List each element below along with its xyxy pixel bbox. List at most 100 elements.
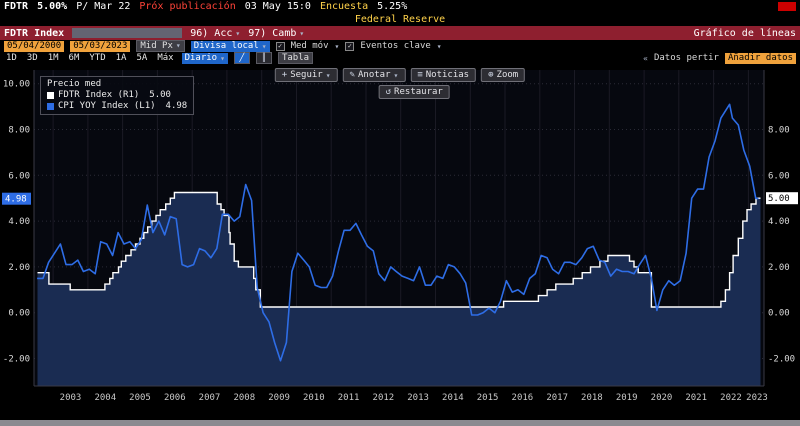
svg-text:2020: 2020 (651, 393, 673, 403)
svg-text:2009: 2009 (268, 393, 290, 403)
ticker-index: FDTR Index (4, 27, 65, 39)
noticias-button[interactable]: ≡ Noticias (410, 68, 477, 82)
range-1d[interactable]: 1D (6, 53, 17, 63)
chevron-down-icon: ▾ (299, 28, 305, 38)
svg-text:2011: 2011 (338, 393, 360, 403)
svg-text:2010: 2010 (303, 393, 325, 403)
legend-cpi-value: 4.98 (165, 101, 188, 111)
chevron-down-icon: ▾ (220, 53, 225, 63)
svg-text:4.00: 4.00 (768, 217, 790, 227)
anotar-button[interactable]: ✎ Anotar ▾ (342, 68, 406, 82)
function-bar: FDTR Index 96) Acc ▾ 97) Camb ▾ Gráfico … (0, 26, 800, 40)
legend-item-fdtr[interactable]: FDTR Index (R1) 5.00 (47, 90, 187, 101)
change-menu-label: 97) Camb (248, 27, 297, 39)
restaurar-button[interactable]: ↺ Restaurar (378, 85, 450, 99)
candle-chart-icon-button[interactable]: ║ (255, 52, 272, 64)
svg-text:2012: 2012 (373, 393, 395, 403)
frequency-dropdown[interactable]: Diario ▾ (181, 52, 228, 64)
chart-legend: Precio med FDTR Index (R1) 5.00 CPI YOY … (40, 76, 195, 115)
restaurar-label: Restaurar (394, 87, 443, 97)
svg-text:2007: 2007 (199, 393, 221, 403)
anotar-label: Anotar (357, 70, 391, 80)
zoom-button[interactable]: ⊕ Zoom (481, 68, 526, 82)
line-chart-icon-button[interactable]: ╱ (233, 52, 250, 64)
price-chart[interactable]: 10.00 8.00 6.00 4.00 2.00 0.00 -2.00 8.00 6.00 4.… (0, 64, 800, 426)
mov-avg-checkbox[interactable]: ✓ (275, 41, 285, 51)
alert-badge[interactable] (778, 2, 796, 11)
chevron-down-icon: ▾ (261, 41, 267, 51)
price-date: P/ Mar 22 (76, 1, 131, 12)
svg-text:-2.00: -2.00 (768, 355, 795, 365)
currency-dropdown[interactable]: Divisa local ▾ (190, 40, 270, 52)
mov-avg-label: Med móv (290, 41, 329, 51)
zoom-label: Zoom (496, 70, 519, 80)
chevron-down-icon: ▾ (334, 41, 340, 51)
security-name: Federal Reserve (354, 14, 446, 25)
chevron-down-icon: ▾ (436, 41, 442, 51)
legend-cpi-label: CPI YOY Index (L1) (58, 101, 156, 111)
legend-title: Precio med (47, 79, 102, 89)
svg-text:-2.00: -2.00 (3, 355, 30, 365)
ticker: FDTR (4, 1, 29, 12)
range-6m[interactable]: 6M (68, 53, 80, 63)
search-box[interactable] (72, 28, 183, 38)
data-pertir-label[interactable]: Datos pertir (653, 53, 719, 63)
svg-text:2023: 2023 (746, 393, 768, 403)
range-ytd[interactable]: YTD (89, 53, 106, 63)
svg-text:2003: 2003 (60, 393, 82, 403)
svg-text:2018: 2018 (581, 393, 603, 403)
actions-menu[interactable]: 96) Acc ▾ (190, 28, 240, 39)
candle-chart-icon: ║ (261, 53, 267, 62)
svg-text:10.00: 10.00 (3, 80, 30, 90)
svg-text:2004: 2004 (94, 393, 116, 403)
last-price: 5.00% (37, 1, 68, 12)
seguir-label: Seguir (290, 70, 323, 80)
date-from-field[interactable]: 05/04/2000 (4, 40, 65, 52)
range-3d[interactable]: 3D (26, 53, 38, 63)
add-data-button[interactable]: Añadir datos (724, 52, 796, 64)
chevrons-icon: « (643, 53, 648, 63)
noticias-label: Noticias (425, 70, 470, 80)
svg-text:4.98: 4.98 (5, 195, 27, 205)
cpi-swatch-icon (47, 103, 54, 110)
date-to-field[interactable]: 05/03/2023 (70, 40, 131, 52)
screen-title: Gráfico de líneas (693, 27, 796, 39)
actions-menu-label: 96) Acc (190, 27, 233, 39)
survey-label: Encuesta (319, 1, 369, 12)
restore-icon: ↺ (385, 87, 392, 97)
chevron-down-icon: ▾ (325, 70, 331, 80)
svg-text:2021: 2021 (685, 393, 707, 403)
change-menu[interactable]: 97) Camb ▾ (248, 28, 304, 39)
svg-text:8.00: 8.00 (768, 126, 790, 136)
svg-text:8.00: 8.00 (8, 126, 30, 136)
price-option-dropdown[interactable]: Mid Px ▾ (136, 40, 185, 52)
svg-text:5.00: 5.00 (768, 194, 790, 204)
range-1a[interactable]: 1A (115, 53, 127, 63)
key-events-label: Eventos clave (360, 41, 431, 51)
svg-text:6.00: 6.00 (8, 171, 30, 181)
range-max[interactable]: Máx (157, 53, 174, 63)
range-5a[interactable]: 5A (136, 53, 148, 63)
table-button-label: Tabla (281, 53, 310, 63)
zoom-icon: ⊕ (488, 70, 494, 80)
table-button[interactable]: Tabla (277, 52, 314, 64)
svg-text:2013: 2013 (407, 393, 429, 403)
price-option-label: Mid Px (140, 41, 173, 51)
svg-text:2016: 2016 (512, 393, 534, 403)
svg-text:6.00: 6.00 (768, 171, 790, 181)
legend-item-cpi[interactable]: CPI YOY Index (L1) 4.98 (47, 101, 187, 112)
period-toolbar: 1D 3D 1M 6M YTD 1A 5A Máx Diario ▾ ╱ ║ T… (0, 52, 800, 64)
svg-text:0.00: 0.00 (8, 309, 30, 319)
key-events-checkbox[interactable]: ✓ (345, 41, 355, 51)
chevron-down-icon: ▾ (393, 70, 399, 80)
range-1m[interactable]: 1M (47, 53, 59, 63)
chart-toolbar: + Seguir ▾ ✎ Anotar ▾ ≡ Noticias ⊕ Zoom (274, 68, 526, 82)
svg-text:2019: 2019 (616, 393, 638, 403)
range-toolbar: 05/04/2000 05/03/2023 Mid Px ▾ Divisa lo… (0, 40, 800, 52)
seguir-button[interactable]: + Seguir ▾ (274, 68, 338, 82)
chevron-down-icon: ▾ (175, 41, 181, 50)
svg-text:4.00: 4.00 (8, 217, 30, 227)
svg-text:2022: 2022 (720, 393, 742, 403)
currency-label: Divisa local (193, 40, 259, 51)
